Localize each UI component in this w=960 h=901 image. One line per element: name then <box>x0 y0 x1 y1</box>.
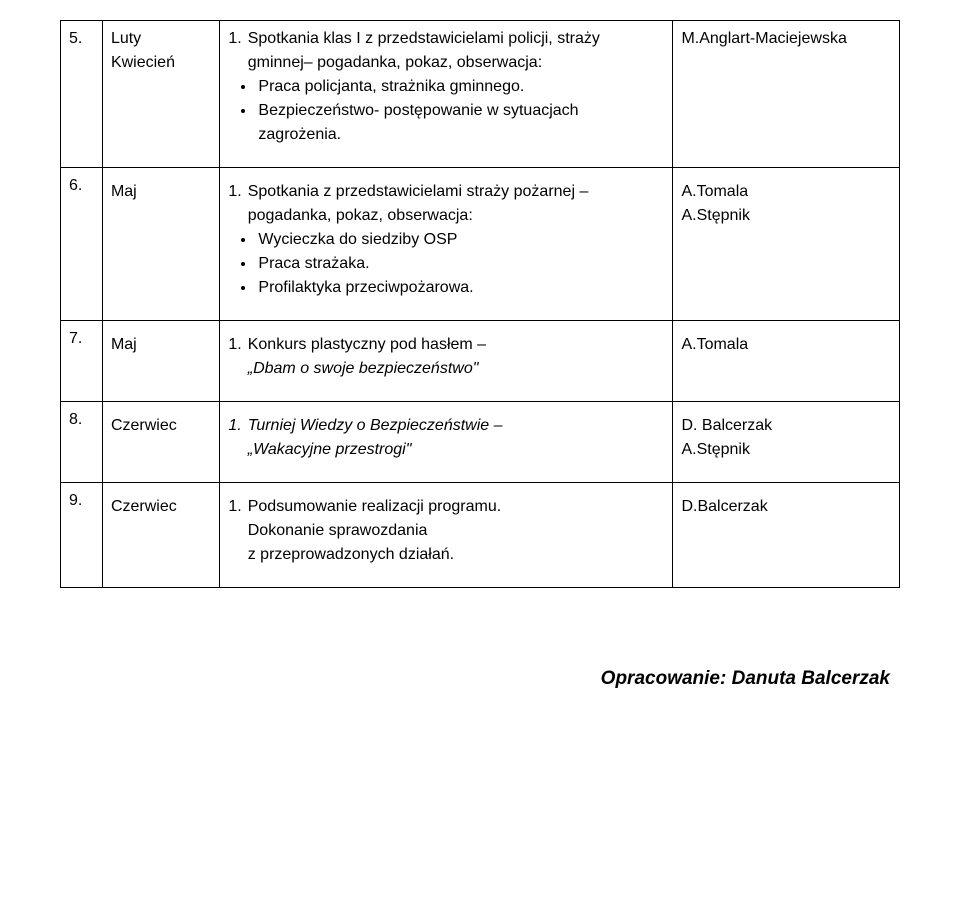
schedule-table: 5. LutyKwiecień 1. Spotkania klas I z pr… <box>60 20 900 588</box>
table-row: 6. Maj 1. Spotkania z przedstawicielami … <box>61 168 900 321</box>
row-responsible: D.Balcerzak <box>673 483 900 588</box>
row-number: 6. <box>61 168 103 321</box>
bullet: Wycieczka do siedziby OSP <box>256 228 664 252</box>
row-content: 1. Turniej Wiedzy o Bezpieczeństwie –„Wa… <box>220 402 673 483</box>
table-row: 8. Czerwiec 1. Turniej Wiedzy o Bezpiecz… <box>61 402 900 483</box>
row-period: Maj <box>102 168 219 321</box>
row-number: 7. <box>61 321 103 402</box>
row-period: Maj <box>102 321 219 402</box>
row-number: 5. <box>61 21 103 168</box>
row-content: 1. Spotkania z przedstawicielami straży … <box>220 168 673 321</box>
bullet: Profilaktyka przeciwpożarowa. <box>256 276 664 300</box>
bullet: Praca strażaka. <box>256 252 664 276</box>
row-responsible: D. BalcerzakA.Stępnik <box>673 402 900 483</box>
row-period: Czerwiec <box>102 483 219 588</box>
bullet: Bezpieczeństwo- postępowanie w sytuacjac… <box>256 99 664 147</box>
table-row: 5. LutyKwiecień 1. Spotkania klas I z pr… <box>61 21 900 168</box>
row-content: 1. Podsumowanie realizacji programu. Dok… <box>220 483 673 588</box>
row-number: 8. <box>61 402 103 483</box>
row-content: 1. Spotkania klas I z przedstawicielami … <box>220 21 673 168</box>
row-number: 9. <box>61 483 103 588</box>
table-row: 9. Czerwiec 1. Podsumowanie realizacji p… <box>61 483 900 588</box>
row-responsible: A.Tomala <box>673 321 900 402</box>
row-content: 1. Konkurs plastyczny pod hasłem – „Dbam… <box>220 321 673 402</box>
row-responsible: M.Anglart-Maciejewska <box>673 21 900 168</box>
footer-author: Opracowanie: Danuta Balcerzak <box>60 668 900 690</box>
table-row: 7. Maj 1. Konkurs plastyczny pod hasłem … <box>61 321 900 402</box>
row-period: LutyKwiecień <box>102 21 219 168</box>
bullet: Praca policjanta, strażnika gminnego. <box>256 75 664 99</box>
row-period: Czerwiec <box>102 402 219 483</box>
row-responsible: A.TomalaA.Stępnik <box>673 168 900 321</box>
